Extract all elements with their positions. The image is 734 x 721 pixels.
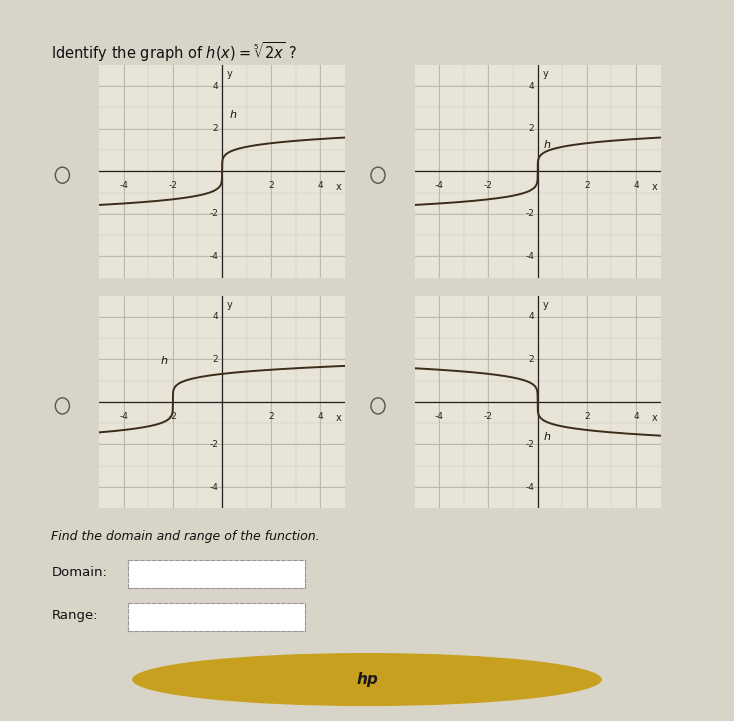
Text: 2: 2 bbox=[528, 355, 534, 364]
Text: Identify the graph of $h(x) = \sqrt[5]{2x}$ ?: Identify the graph of $h(x) = \sqrt[5]{2… bbox=[51, 40, 297, 63]
Text: x: x bbox=[336, 182, 342, 192]
Text: -2: -2 bbox=[484, 181, 493, 190]
Text: hp: hp bbox=[356, 672, 378, 687]
Text: 2: 2 bbox=[584, 181, 589, 190]
Text: 4: 4 bbox=[528, 312, 534, 322]
Text: h: h bbox=[544, 433, 550, 442]
Text: -4: -4 bbox=[119, 412, 128, 420]
Text: 2: 2 bbox=[269, 181, 274, 190]
Text: Range:: Range: bbox=[51, 609, 98, 622]
Text: -4: -4 bbox=[435, 412, 444, 420]
Text: Find the domain and range of the function.: Find the domain and range of the functio… bbox=[51, 530, 320, 543]
Text: h: h bbox=[230, 110, 236, 120]
Text: -2: -2 bbox=[209, 440, 218, 449]
Text: -2: -2 bbox=[168, 181, 178, 190]
Text: 4: 4 bbox=[318, 412, 323, 420]
Text: x: x bbox=[652, 182, 658, 192]
Text: y: y bbox=[542, 69, 548, 79]
Text: -2: -2 bbox=[525, 209, 534, 218]
Text: 2: 2 bbox=[584, 412, 589, 420]
Text: -2: -2 bbox=[525, 440, 534, 449]
Text: -4: -4 bbox=[435, 181, 444, 190]
Text: 4: 4 bbox=[318, 181, 323, 190]
Text: y: y bbox=[227, 300, 233, 310]
Text: 4: 4 bbox=[633, 412, 639, 420]
Text: -4: -4 bbox=[119, 181, 128, 190]
Text: x: x bbox=[336, 412, 342, 423]
Text: -4: -4 bbox=[209, 482, 218, 492]
Text: h: h bbox=[544, 140, 550, 150]
Text: h: h bbox=[161, 355, 167, 366]
Text: -4: -4 bbox=[209, 252, 218, 261]
Text: Domain:: Domain: bbox=[51, 566, 107, 579]
Text: x: x bbox=[652, 412, 658, 423]
Text: -4: -4 bbox=[525, 482, 534, 492]
Circle shape bbox=[132, 653, 602, 706]
Text: y: y bbox=[542, 300, 548, 310]
Text: 4: 4 bbox=[633, 181, 639, 190]
Text: 2: 2 bbox=[213, 355, 218, 364]
Text: 4: 4 bbox=[213, 312, 218, 322]
Text: 2: 2 bbox=[269, 412, 274, 420]
Text: -2: -2 bbox=[209, 209, 218, 218]
Text: 2: 2 bbox=[528, 124, 534, 133]
Text: -4: -4 bbox=[525, 252, 534, 261]
Text: 4: 4 bbox=[528, 81, 534, 91]
Text: 2: 2 bbox=[213, 124, 218, 133]
Text: -2: -2 bbox=[168, 412, 178, 420]
Text: -2: -2 bbox=[484, 412, 493, 420]
Text: 4: 4 bbox=[213, 81, 218, 91]
Text: y: y bbox=[227, 69, 233, 79]
